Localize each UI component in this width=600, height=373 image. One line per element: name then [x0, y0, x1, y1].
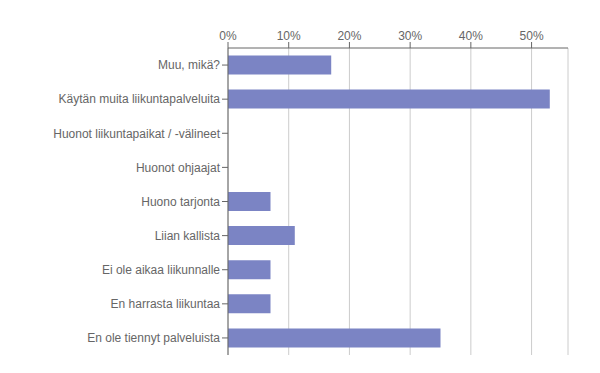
svg-text:20%: 20%: [337, 29, 361, 43]
svg-text:Huonot ohjaajat: Huonot ohjaajat: [136, 161, 221, 175]
svg-text:Ei ole aikaa liikunnalle: Ei ole aikaa liikunnalle: [102, 263, 220, 277]
svg-text:10%: 10%: [277, 29, 301, 43]
svg-text:Käytän muita liikuntapalveluit: Käytän muita liikuntapalveluita: [59, 92, 221, 106]
svg-text:Huono tarjonta: Huono tarjonta: [141, 195, 220, 209]
svg-text:0%: 0%: [219, 29, 237, 43]
svg-text:En harrasta liikuntaa: En harrasta liikuntaa: [111, 297, 221, 311]
svg-text:40%: 40%: [459, 29, 483, 43]
svg-text:30%: 30%: [398, 29, 422, 43]
svg-text:Huonot liikuntapaikat / -välin: Huonot liikuntapaikat / -välineet: [53, 127, 220, 141]
svg-text:En ole tiennyt palveluista: En ole tiennyt palveluista: [87, 331, 220, 345]
svg-text:Liian kallista: Liian kallista: [155, 229, 221, 243]
svg-text:50%: 50%: [520, 29, 544, 43]
svg-text:Muu, mikä?: Muu, mikä?: [158, 58, 220, 72]
